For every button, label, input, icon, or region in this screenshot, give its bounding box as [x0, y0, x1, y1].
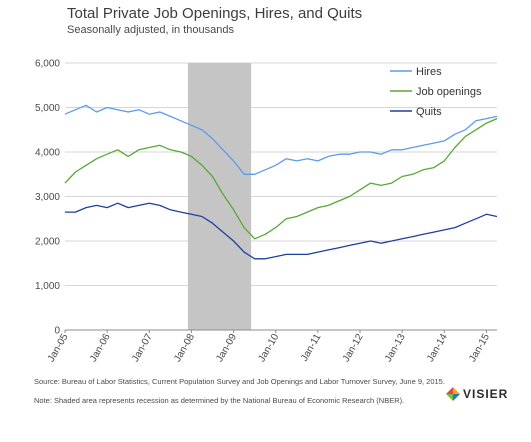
recession-shade — [187, 63, 252, 330]
axes: 0 1,000 2,000 3,000 4,000 5,000 6,000 Jan-05 Jan… — [35, 59, 497, 364]
series-line-hires — [64, 104, 498, 175]
x-tick-label: Jan-11 — [299, 332, 324, 364]
source-note: Source: Bureau of Labor Statistics, Curr… — [34, 377, 445, 386]
y-tick-label: 0 — [54, 326, 60, 337]
chart-title: Total Private Job Openings, Hires, and Q… — [67, 5, 363, 22]
x-tick-label: Jan-06 — [88, 332, 113, 364]
series-line-job-openings — [64, 118, 498, 240]
x-tick-label: Jan-09 — [214, 332, 239, 364]
y-tick-label: 2,000 — [35, 237, 60, 248]
x-tick-label: Jan-15 — [467, 332, 492, 364]
gridlines — [65, 62, 497, 286]
visier-logo-icon — [446, 387, 460, 401]
legend: Hires Job openings Quits — [390, 66, 482, 118]
brand-logo: VISIER — [446, 387, 508, 401]
x-tick-label: Jan-14 — [425, 332, 450, 364]
y-tick-label: 1,000 — [35, 281, 60, 292]
y-tick-label: 6,000 — [35, 59, 60, 70]
x-tick-label: Jan-13 — [383, 332, 408, 364]
x-tick-label: Jan-05 — [46, 332, 71, 364]
legend-label-hires: Hires — [416, 66, 442, 78]
y-tick-label: 3,000 — [35, 192, 60, 203]
shading-note: Note: Shaded area represents recession a… — [34, 396, 405, 405]
legend-label-quits: Quits — [416, 106, 442, 118]
series-lines — [64, 104, 498, 260]
x-tick-label: Jan-08 — [172, 332, 197, 364]
series-line-quits — [65, 202, 498, 260]
y-tick-label: 5,000 — [35, 103, 60, 114]
x-tick-label: Jan-07 — [130, 332, 155, 364]
x-tick-label: Jan-12 — [341, 332, 366, 364]
chart-subtitle: Seasonally adjusted, in thousands — [67, 24, 234, 36]
legend-label-job-openings: Job openings — [416, 86, 482, 98]
x-tick-label: Jan-10 — [257, 332, 282, 364]
y-tick-label: 4,000 — [35, 148, 60, 159]
brand-name: VISIER — [463, 387, 509, 401]
